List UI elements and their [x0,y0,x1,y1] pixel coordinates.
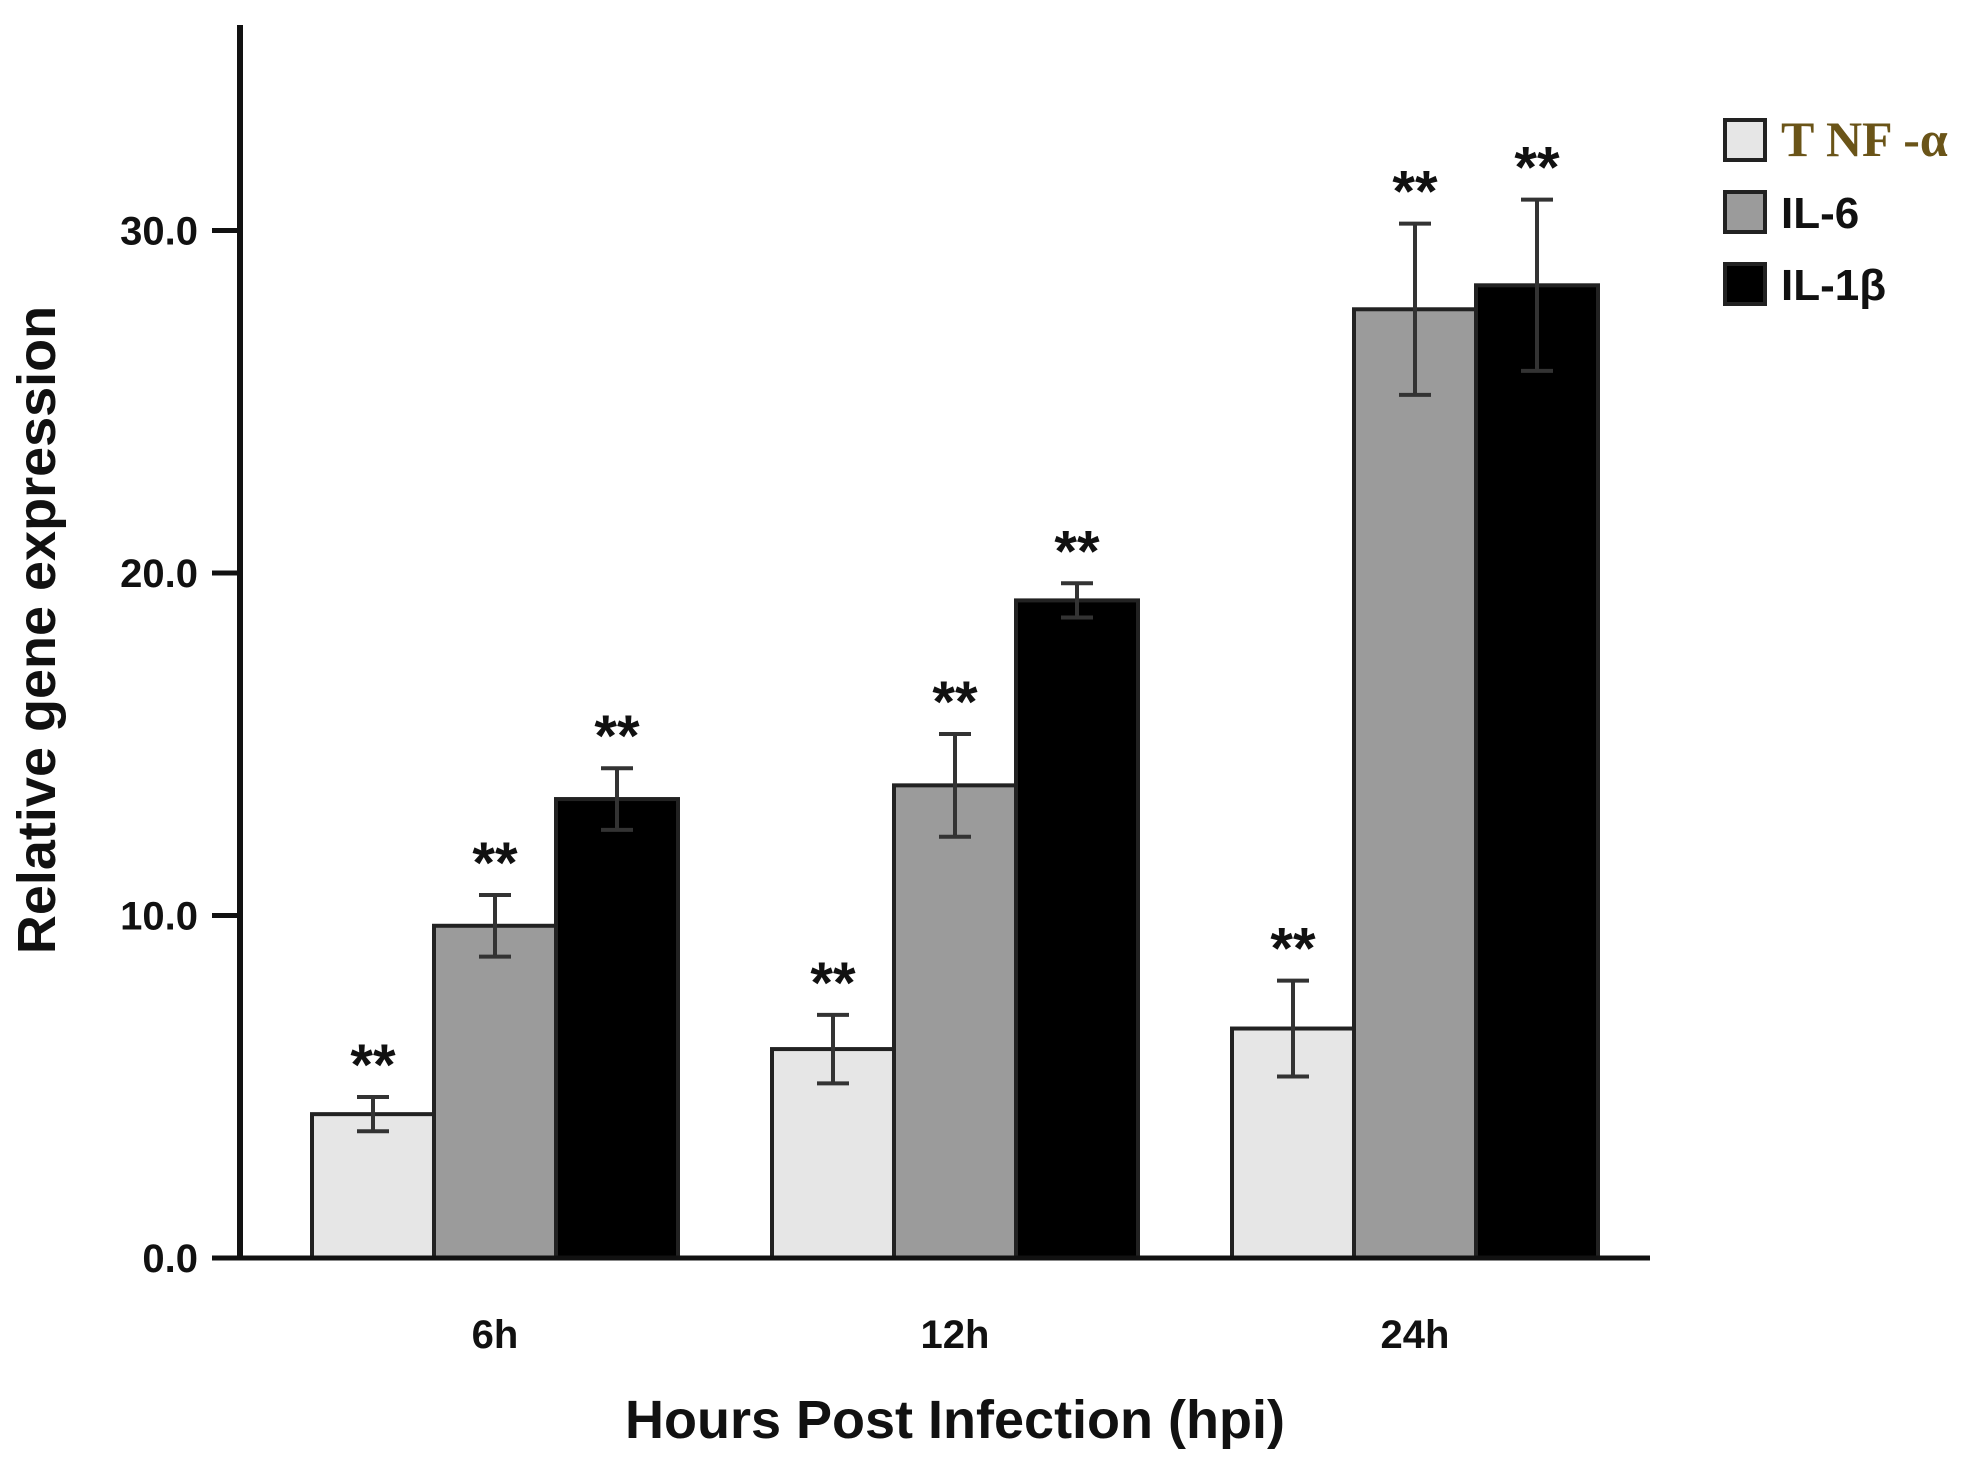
bar [1474,283,1600,1260]
legend-swatch [1723,118,1767,162]
significance-label: ** [932,670,978,735]
legend-label: T NF -α [1781,111,1948,167]
x-axis-ticks: 6h 12h 24h [472,1313,1450,1357]
x-axis-title: Hours Post Infection (hpi) [625,1390,1285,1450]
plot-area: ** ** ** ** ** ** ** ** ** [310,136,1600,1261]
significance-label: ** [472,831,518,896]
x-tick-label: 24h [1381,1313,1450,1357]
bar [1014,598,1140,1260]
legend-label: IL-6 [1781,189,1859,238]
bar [432,923,558,1261]
significance-label: ** [1270,917,1316,982]
bar [554,797,680,1260]
y-tick-label: 10.0 [120,895,198,939]
y-tick-label: 0.0 [142,1237,198,1281]
bar [892,783,1018,1260]
legend: T NF -α IL-6 IL-1β [1723,111,1948,310]
significance-label: ** [810,951,856,1016]
significance-label: ** [1392,160,1438,225]
legend-swatch [1723,190,1767,234]
series-1: ** ** ** [432,160,1478,1261]
significance-label: ** [594,704,640,769]
significance-label: ** [1514,136,1560,201]
y-axis-ticks: 0.0 10.0 20.0 30.0 [120,210,240,1281]
x-tick-label: 6h [472,1313,519,1357]
y-tick-label: 30.0 [120,210,198,254]
significance-label: ** [350,1033,396,1098]
bar [310,1112,436,1261]
significance-label: ** [1054,519,1100,584]
y-axis-title: Relative gene expression [7,306,67,954]
legend-swatch [1723,262,1767,306]
y-tick-label: 20.0 [120,552,198,596]
legend-label: IL-1β [1781,261,1886,310]
bar [1352,307,1478,1260]
x-tick-label: 12h [921,1313,990,1357]
series-2: ** ** ** [554,136,1600,1260]
